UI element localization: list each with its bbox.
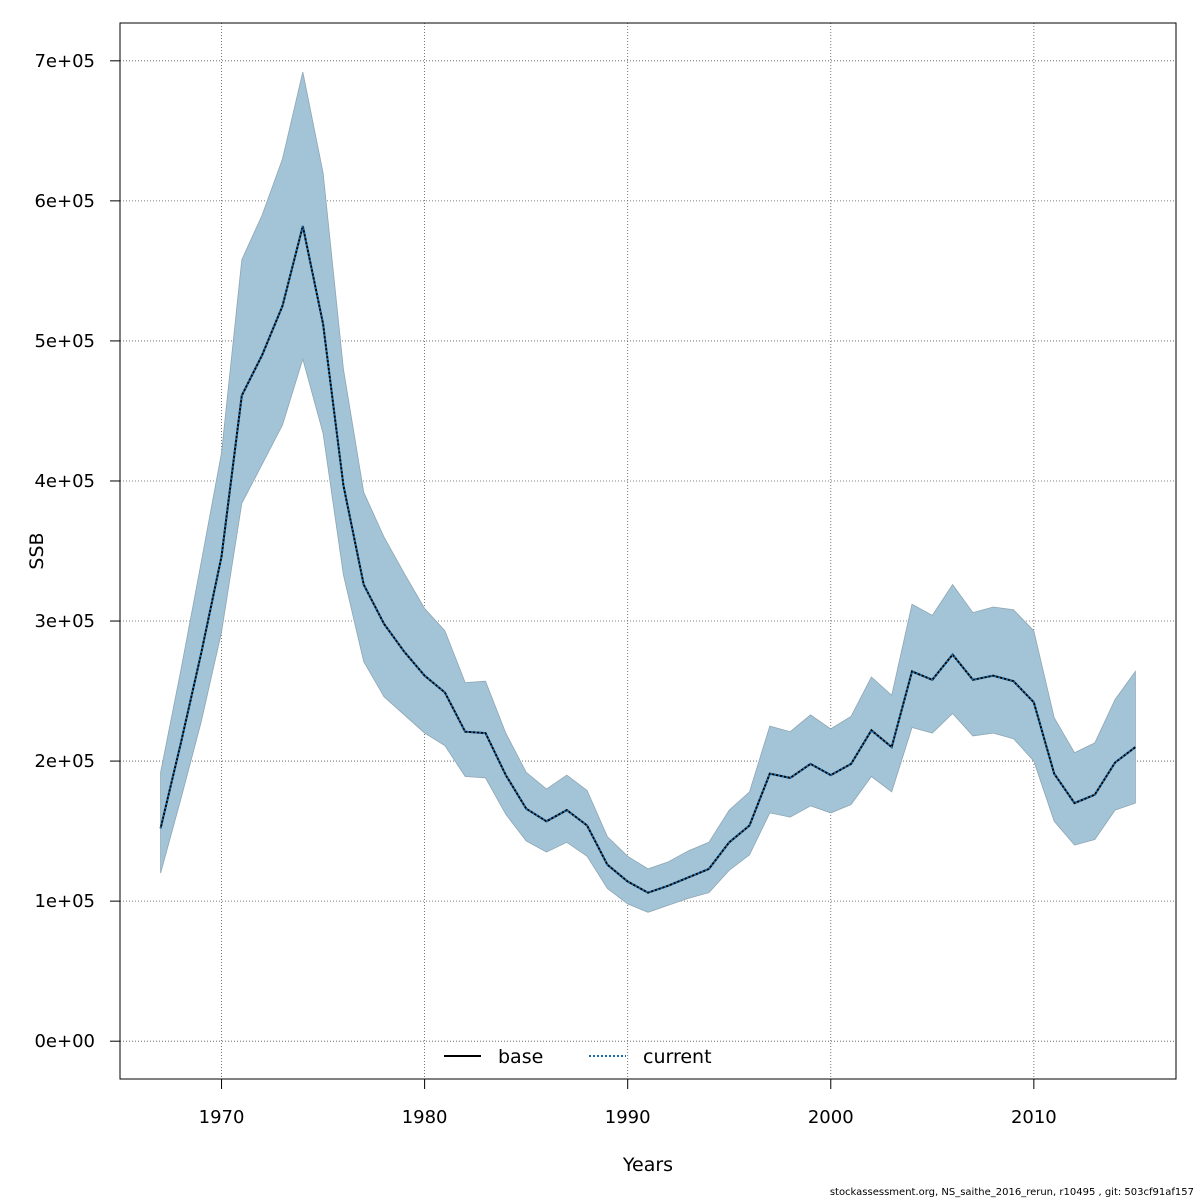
series-line-current <box>159 225 1137 894</box>
x-tick-label-2000: 2000 <box>808 1107 854 1128</box>
legend-label-current: current <box>643 1046 712 1068</box>
y-tick-label-7e+05: 7e+05 <box>34 51 95 72</box>
x-axis: 1970 1980 1990 2000 2010 <box>199 1079 1057 1128</box>
confidence-band <box>160 71 1136 913</box>
y-tick-label-2e+05: 2e+05 <box>34 751 95 772</box>
legend-label-base: base <box>498 1046 543 1068</box>
plot-frame <box>119 22 1177 1080</box>
footer-text: stockassessment.org, NS_saithe_2016_reru… <box>829 1187 1194 1198</box>
y-tick-label-5e+05: 5e+05 <box>34 331 95 352</box>
y-axis-title: SSB <box>26 532 48 569</box>
y-tick-label-1e+05: 1e+05 <box>34 891 95 912</box>
y-tick-label-4e+05: 4e+05 <box>34 471 95 492</box>
y-tick-label-3e+05: 3e+05 <box>34 611 95 632</box>
x-tick-label-1980: 1980 <box>402 1107 448 1128</box>
y-axis: 0e+00 1e+05 2e+05 3e+05 4e+05 5e+05 6e+05 7e+05 <box>34 51 120 1052</box>
legend: base current <box>444 1046 712 1068</box>
x-tick-label-1970: 1970 <box>199 1107 245 1128</box>
y-tick-label-0e+00: 0e+00 <box>34 1031 95 1052</box>
x-tick-label-2010: 2010 <box>1011 1107 1057 1128</box>
x-axis-title: Years <box>622 1154 673 1176</box>
x-tick-label-1990: 1990 <box>605 1107 651 1128</box>
y-tick-label-6e+05: 6e+05 <box>34 191 95 212</box>
